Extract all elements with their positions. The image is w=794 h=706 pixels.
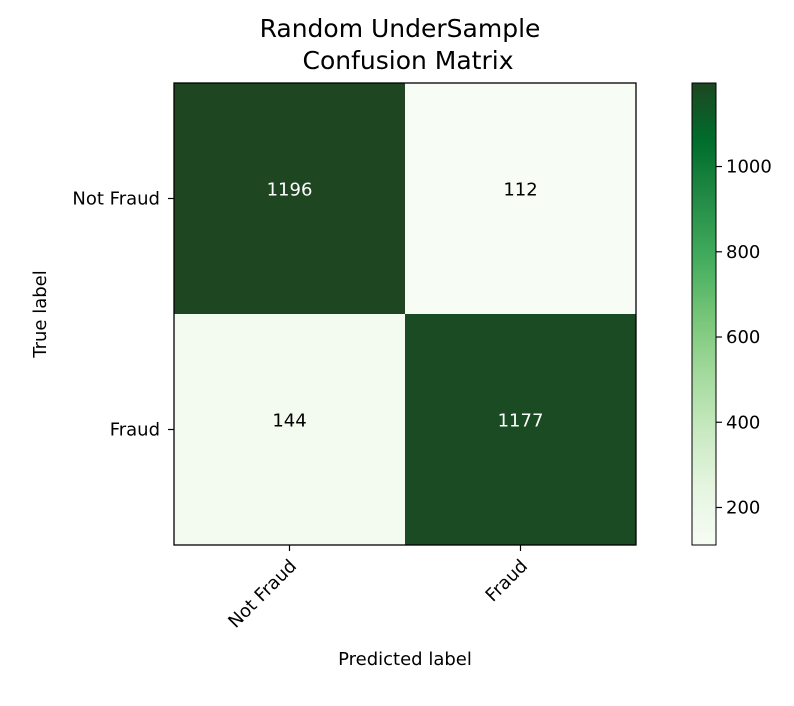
colorbar-tick-label: 800: [726, 242, 760, 263]
matrix-cell: [174, 314, 405, 545]
x-tick-label: Fraud: [482, 556, 532, 606]
matrix-cell: [174, 83, 405, 314]
x-axis-label: Predicted label: [338, 649, 472, 670]
matrix-cell: [405, 83, 636, 314]
colorbar-tick-label: 1000: [726, 157, 772, 178]
matrix-cell-labels: 1196 112 144 1177: [267, 180, 544, 432]
colorbar-tick-label: 200: [726, 497, 760, 518]
y-tick-label: Not Fraud: [72, 189, 160, 210]
x-tick-label: Not Fraud: [224, 556, 301, 633]
cell-value-label: 1177: [498, 411, 544, 432]
y-axis-label: True label: [30, 270, 51, 359]
cell-value-label: 144: [272, 411, 306, 432]
colorbar-tick-label: 400: [726, 412, 760, 433]
colorbar-ticks: 200 400 600 800 1000: [716, 157, 772, 518]
matrix-cell: [405, 314, 636, 545]
matrix-cells: [174, 83, 636, 545]
chart-title-line-2: Confusion Matrix: [302, 46, 513, 75]
plot-frame: [173, 82, 637, 546]
cell-value-label: 112: [503, 180, 537, 201]
colorbar: [691, 82, 717, 546]
chart-title-line-1: Random UnderSample: [260, 14, 541, 43]
cell-value-label: 1196: [267, 180, 313, 201]
colorbar-tick-label: 600: [726, 327, 760, 348]
y-tick-label: Fraud: [110, 420, 160, 441]
